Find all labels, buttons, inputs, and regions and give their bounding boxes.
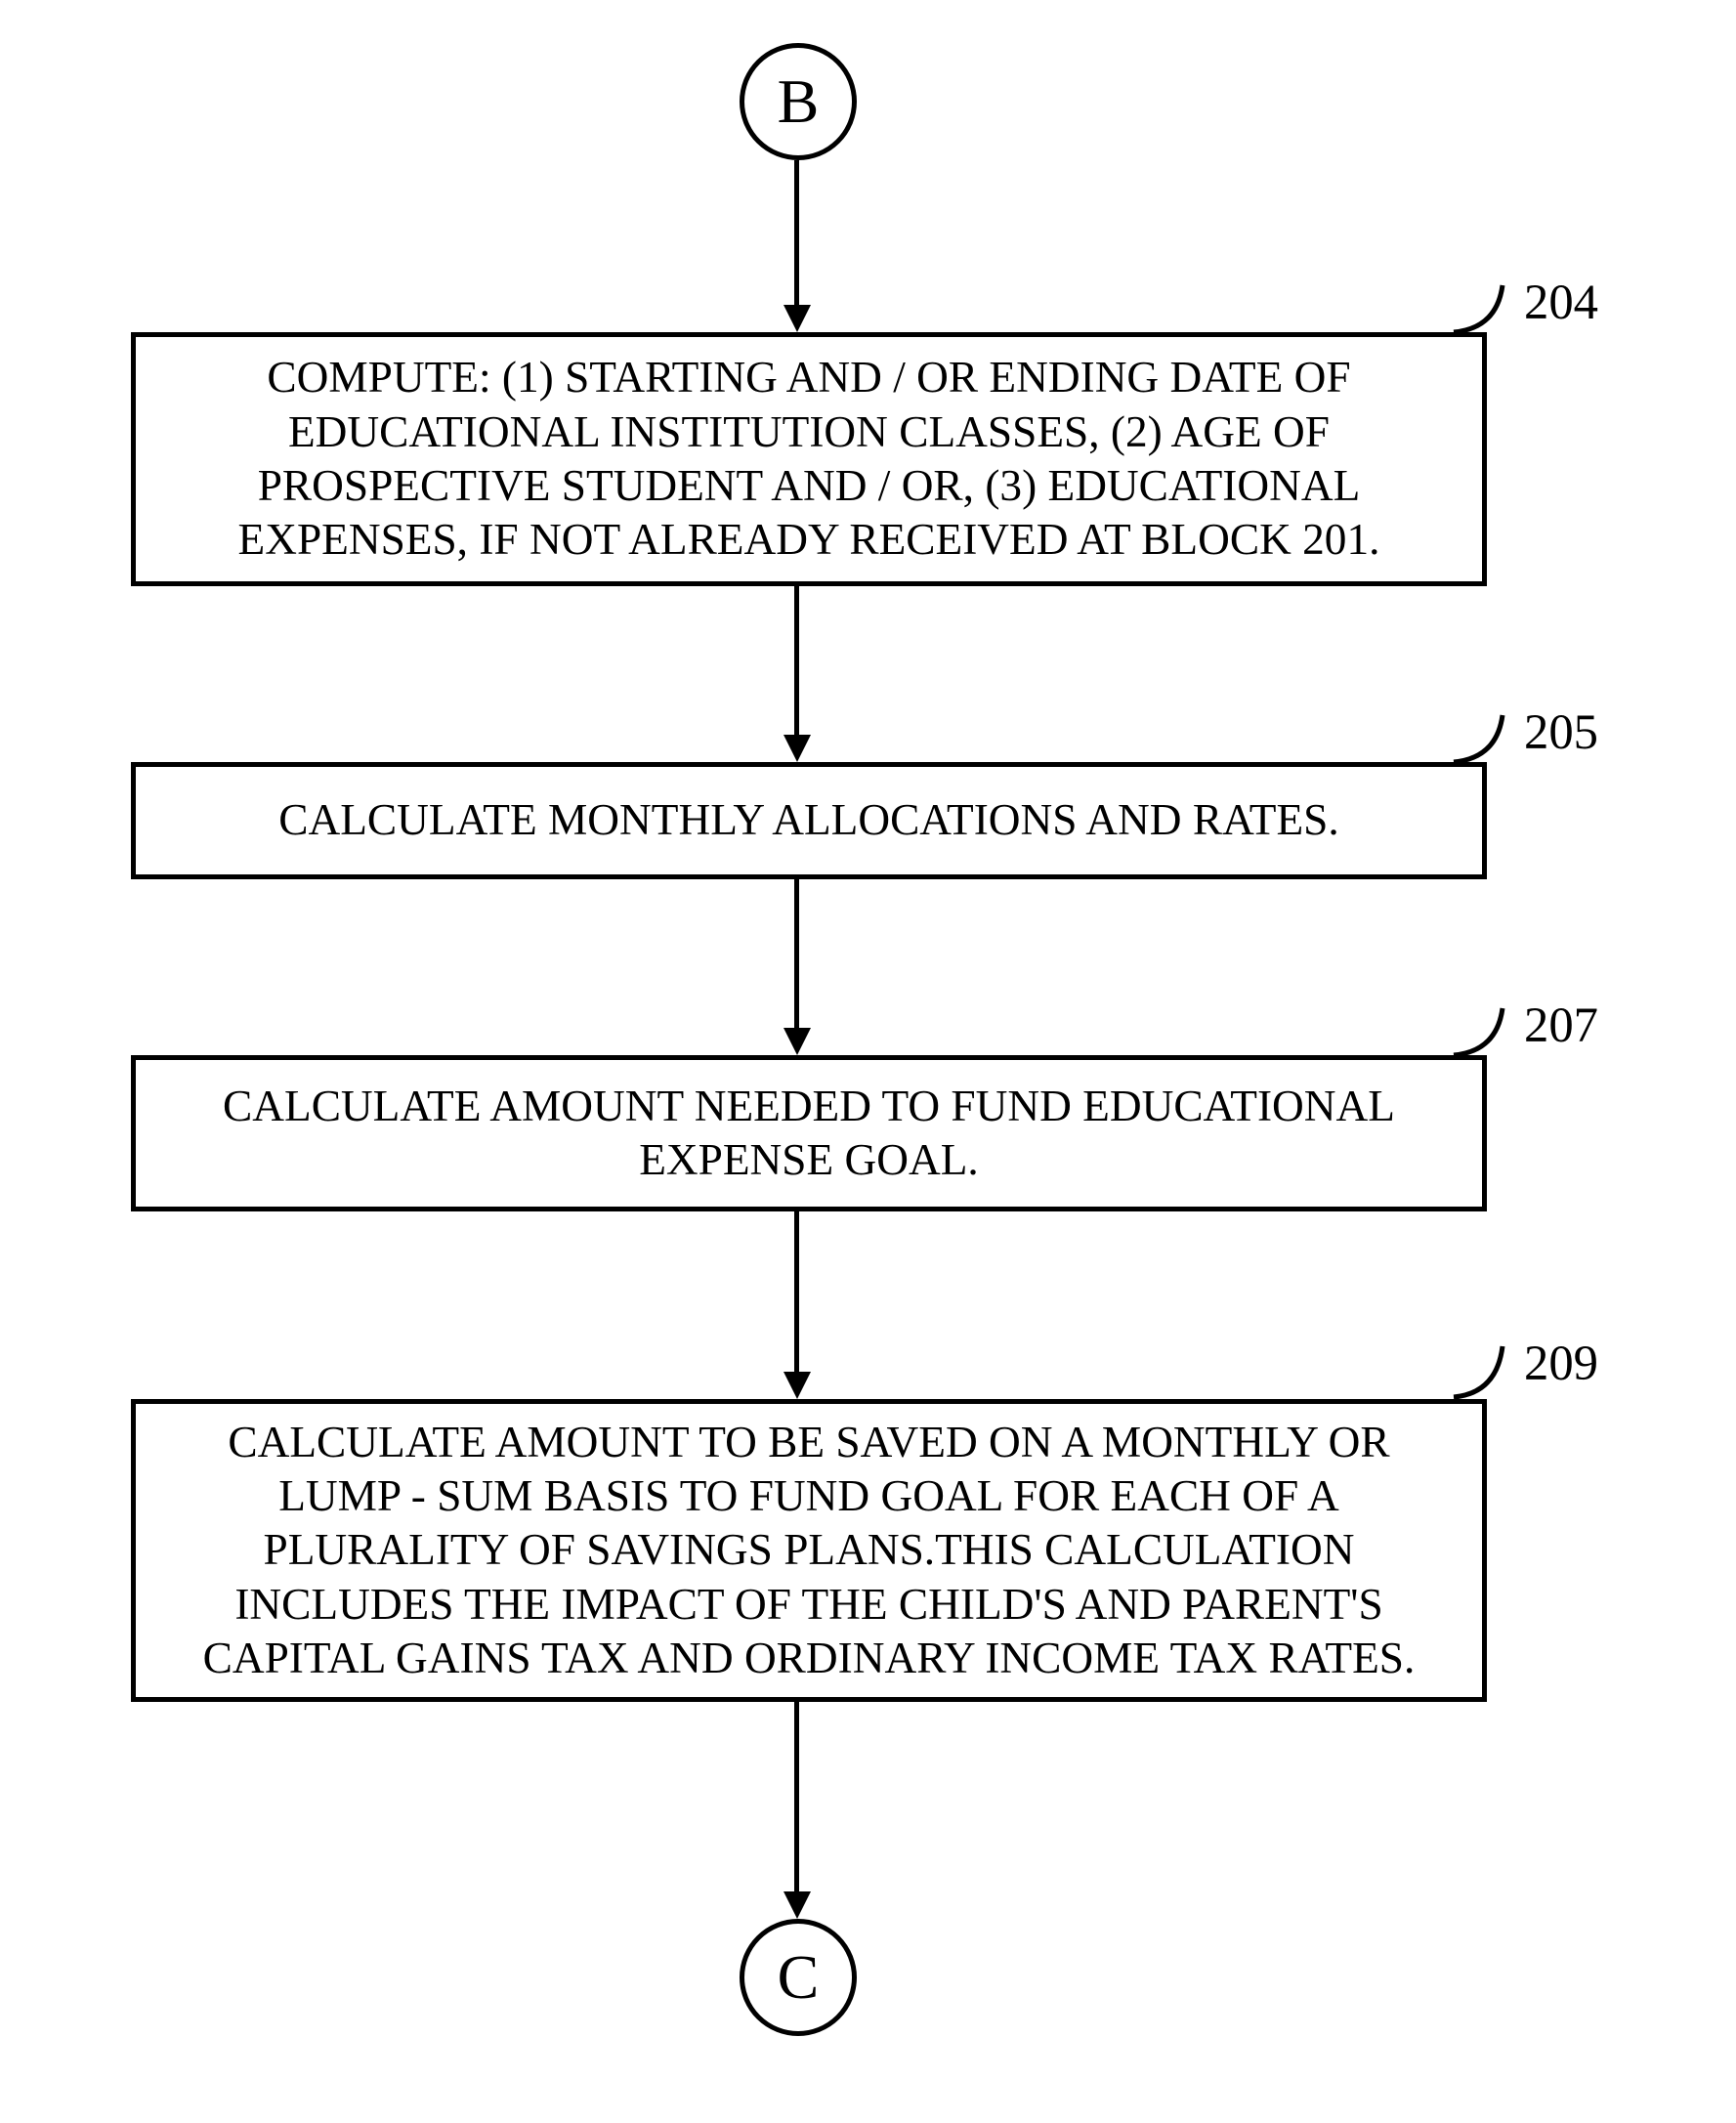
process-box-207-text: CALCULATE AMOUNT NEEDED TO FUND EDUCATIO… bbox=[223, 1080, 1395, 1188]
connector-c-label: C bbox=[778, 1939, 820, 2016]
flowchart-canvas: B COMPUTE: (1) STARTING AND / OR ENDING … bbox=[0, 0, 1736, 2123]
edge-204-to-205-head bbox=[783, 735, 811, 762]
process-box-204: COMPUTE: (1) STARTING AND / OR ENDING DA… bbox=[131, 332, 1487, 586]
ref-label-204: 204 bbox=[1524, 274, 1598, 330]
ref-label-207: 207 bbox=[1524, 997, 1598, 1053]
process-box-204-text: COMPUTE: (1) STARTING AND / OR ENDING DA… bbox=[238, 351, 1380, 567]
ref-label-205: 205 bbox=[1524, 703, 1598, 760]
edge-205-to-207 bbox=[794, 879, 799, 1030]
process-box-209-text: CALCULATE AMOUNT TO BE SAVED ON A MONTHL… bbox=[203, 1416, 1416, 1685]
edge-b-to-204-head bbox=[783, 305, 811, 332]
connector-b: B bbox=[740, 43, 857, 160]
edge-205-to-207-head bbox=[783, 1028, 811, 1055]
connector-b-label: B bbox=[778, 64, 820, 140]
ref-leader-209 bbox=[1454, 1346, 1518, 1397]
edge-207-to-209 bbox=[794, 1211, 799, 1374]
connector-c: C bbox=[740, 1919, 857, 2036]
ref-leader-207 bbox=[1454, 1008, 1518, 1055]
ref-leader-205 bbox=[1454, 715, 1518, 762]
ref-leader-204 bbox=[1454, 285, 1518, 332]
process-box-209: CALCULATE AMOUNT TO BE SAVED ON A MONTHL… bbox=[131, 1399, 1487, 1702]
edge-209-to-c-head bbox=[783, 1891, 811, 1919]
process-box-205: CALCULATE MONTHLY ALLOCATIONS AND RATES. bbox=[131, 762, 1487, 879]
process-box-205-text: CALCULATE MONTHLY ALLOCATIONS AND RATES. bbox=[278, 793, 1338, 847]
process-box-207: CALCULATE AMOUNT NEEDED TO FUND EDUCATIO… bbox=[131, 1055, 1487, 1211]
ref-label-209: 209 bbox=[1524, 1335, 1598, 1391]
edge-b-to-204 bbox=[794, 160, 799, 307]
edge-204-to-205 bbox=[794, 586, 799, 737]
edge-207-to-209-head bbox=[783, 1372, 811, 1399]
edge-209-to-c bbox=[794, 1702, 799, 1893]
